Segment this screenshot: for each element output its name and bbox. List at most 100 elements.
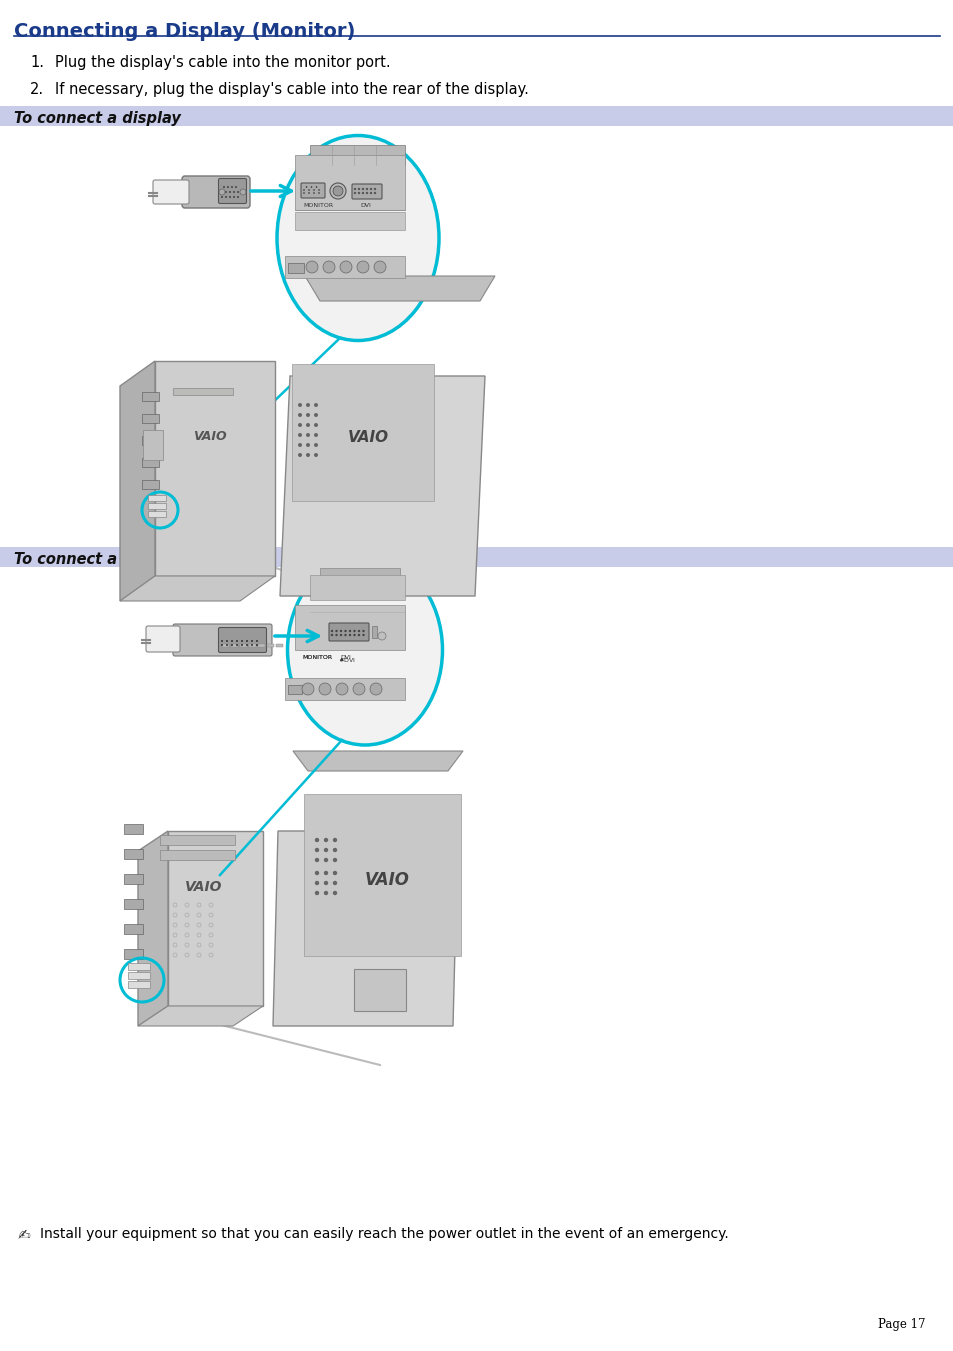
- Text: ✍: ✍: [18, 1227, 30, 1242]
- Text: Connecting a Display (Monitor): Connecting a Display (Monitor): [14, 22, 355, 41]
- Circle shape: [314, 443, 317, 447]
- Circle shape: [333, 871, 336, 875]
- Circle shape: [349, 630, 351, 632]
- Circle shape: [231, 644, 233, 646]
- Circle shape: [226, 644, 228, 646]
- Circle shape: [314, 413, 317, 417]
- FancyBboxPatch shape: [301, 182, 325, 199]
- Circle shape: [233, 190, 234, 193]
- Circle shape: [302, 684, 314, 694]
- Circle shape: [357, 188, 360, 190]
- FancyBboxPatch shape: [304, 794, 460, 957]
- Polygon shape: [120, 576, 274, 601]
- Circle shape: [370, 192, 372, 195]
- Ellipse shape: [287, 555, 442, 744]
- Circle shape: [255, 640, 257, 642]
- Circle shape: [344, 634, 346, 636]
- Circle shape: [331, 630, 333, 632]
- Polygon shape: [280, 376, 484, 596]
- Circle shape: [221, 640, 223, 642]
- FancyBboxPatch shape: [341, 519, 384, 551]
- Circle shape: [314, 423, 317, 427]
- Circle shape: [235, 640, 237, 642]
- Circle shape: [219, 189, 225, 195]
- Circle shape: [231, 640, 233, 642]
- Circle shape: [335, 634, 337, 636]
- FancyBboxPatch shape: [294, 212, 405, 230]
- FancyBboxPatch shape: [125, 898, 143, 908]
- Circle shape: [306, 403, 310, 407]
- FancyBboxPatch shape: [125, 874, 143, 884]
- Circle shape: [353, 684, 365, 694]
- FancyBboxPatch shape: [231, 644, 237, 647]
- FancyBboxPatch shape: [152, 180, 189, 204]
- Circle shape: [357, 192, 360, 195]
- Circle shape: [318, 684, 331, 694]
- Circle shape: [339, 261, 352, 273]
- Circle shape: [323, 858, 328, 862]
- Circle shape: [306, 261, 317, 273]
- Circle shape: [225, 196, 227, 197]
- Circle shape: [356, 261, 369, 273]
- FancyBboxPatch shape: [142, 435, 159, 444]
- Circle shape: [374, 192, 375, 195]
- FancyBboxPatch shape: [292, 363, 434, 501]
- Circle shape: [361, 188, 364, 190]
- Circle shape: [313, 189, 314, 190]
- FancyBboxPatch shape: [128, 963, 150, 970]
- Text: VAIO: VAIO: [185, 880, 222, 894]
- FancyBboxPatch shape: [148, 494, 166, 501]
- Circle shape: [362, 634, 364, 636]
- Text: DVI: DVI: [339, 655, 351, 661]
- FancyBboxPatch shape: [142, 480, 159, 489]
- FancyBboxPatch shape: [172, 388, 233, 394]
- Circle shape: [323, 871, 328, 875]
- Circle shape: [306, 423, 310, 427]
- Circle shape: [333, 848, 336, 852]
- FancyBboxPatch shape: [146, 626, 180, 653]
- Circle shape: [235, 644, 237, 646]
- Circle shape: [306, 443, 310, 447]
- FancyBboxPatch shape: [218, 178, 246, 204]
- FancyBboxPatch shape: [142, 392, 159, 400]
- Circle shape: [370, 684, 381, 694]
- Circle shape: [361, 192, 364, 195]
- Text: VAIO: VAIO: [365, 871, 410, 889]
- FancyBboxPatch shape: [240, 644, 247, 647]
- FancyBboxPatch shape: [125, 848, 143, 858]
- Circle shape: [297, 453, 302, 457]
- Text: Install your equipment so that you can easily reach the power outlet in the even: Install your equipment so that you can e…: [40, 1227, 728, 1242]
- Circle shape: [306, 434, 310, 436]
- Text: VAIO: VAIO: [348, 430, 389, 444]
- Circle shape: [333, 890, 336, 896]
- FancyBboxPatch shape: [294, 605, 405, 650]
- FancyBboxPatch shape: [285, 678, 405, 700]
- FancyBboxPatch shape: [329, 623, 369, 640]
- Polygon shape: [138, 1006, 263, 1025]
- Circle shape: [330, 182, 346, 199]
- FancyBboxPatch shape: [267, 644, 274, 647]
- Circle shape: [314, 881, 319, 885]
- Text: $\spadesuit$DVI: $\spadesuit$DVI: [337, 655, 355, 663]
- Polygon shape: [293, 751, 462, 771]
- FancyBboxPatch shape: [222, 644, 229, 647]
- Circle shape: [241, 640, 243, 642]
- Text: 1.: 1.: [30, 55, 44, 70]
- Circle shape: [374, 188, 375, 190]
- Text: VAIO: VAIO: [193, 431, 227, 443]
- FancyBboxPatch shape: [125, 948, 143, 958]
- FancyBboxPatch shape: [128, 981, 150, 988]
- Circle shape: [314, 848, 319, 852]
- Text: To connect a DVI display: To connect a DVI display: [14, 553, 214, 567]
- FancyBboxPatch shape: [172, 624, 272, 657]
- Circle shape: [237, 190, 238, 193]
- Circle shape: [314, 858, 319, 862]
- Circle shape: [227, 186, 229, 188]
- FancyBboxPatch shape: [0, 547, 953, 567]
- Text: MONITOR: MONITOR: [302, 655, 332, 661]
- Circle shape: [226, 640, 228, 642]
- Circle shape: [333, 186, 343, 196]
- Text: MONITOR: MONITOR: [302, 655, 332, 661]
- FancyBboxPatch shape: [148, 503, 166, 509]
- Circle shape: [255, 644, 257, 646]
